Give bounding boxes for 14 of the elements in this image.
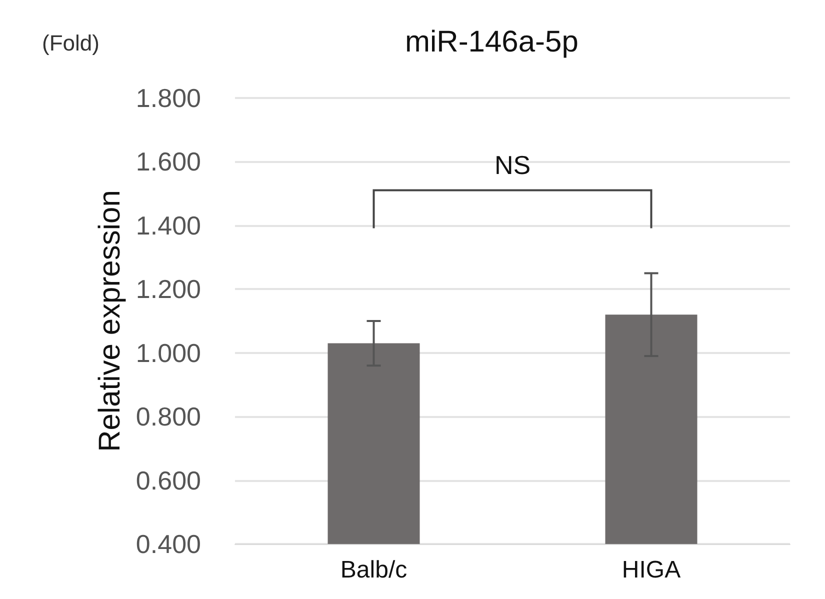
y-tick-label: 0.800 xyxy=(136,402,201,432)
y-tick-label: 1.600 xyxy=(136,146,201,177)
y-tick-label: 1.200 xyxy=(136,274,201,304)
x-tick-label: Balb/c xyxy=(340,556,408,584)
y-tick-label: 0.600 xyxy=(136,465,201,496)
y-tick-label: 1.800 xyxy=(136,83,201,113)
y-tick-label: 0.400 xyxy=(136,529,201,559)
y-axis-title: Relative expression xyxy=(94,190,127,452)
y-tick-label: 1.000 xyxy=(136,338,201,368)
x-tick-label: HIGA xyxy=(622,556,681,584)
annotation: NS xyxy=(494,150,531,180)
text: (Fold) xyxy=(42,30,100,56)
y-tick-label: 1.400 xyxy=(136,210,201,240)
chart-title: miR-146a-5p xyxy=(405,26,578,58)
